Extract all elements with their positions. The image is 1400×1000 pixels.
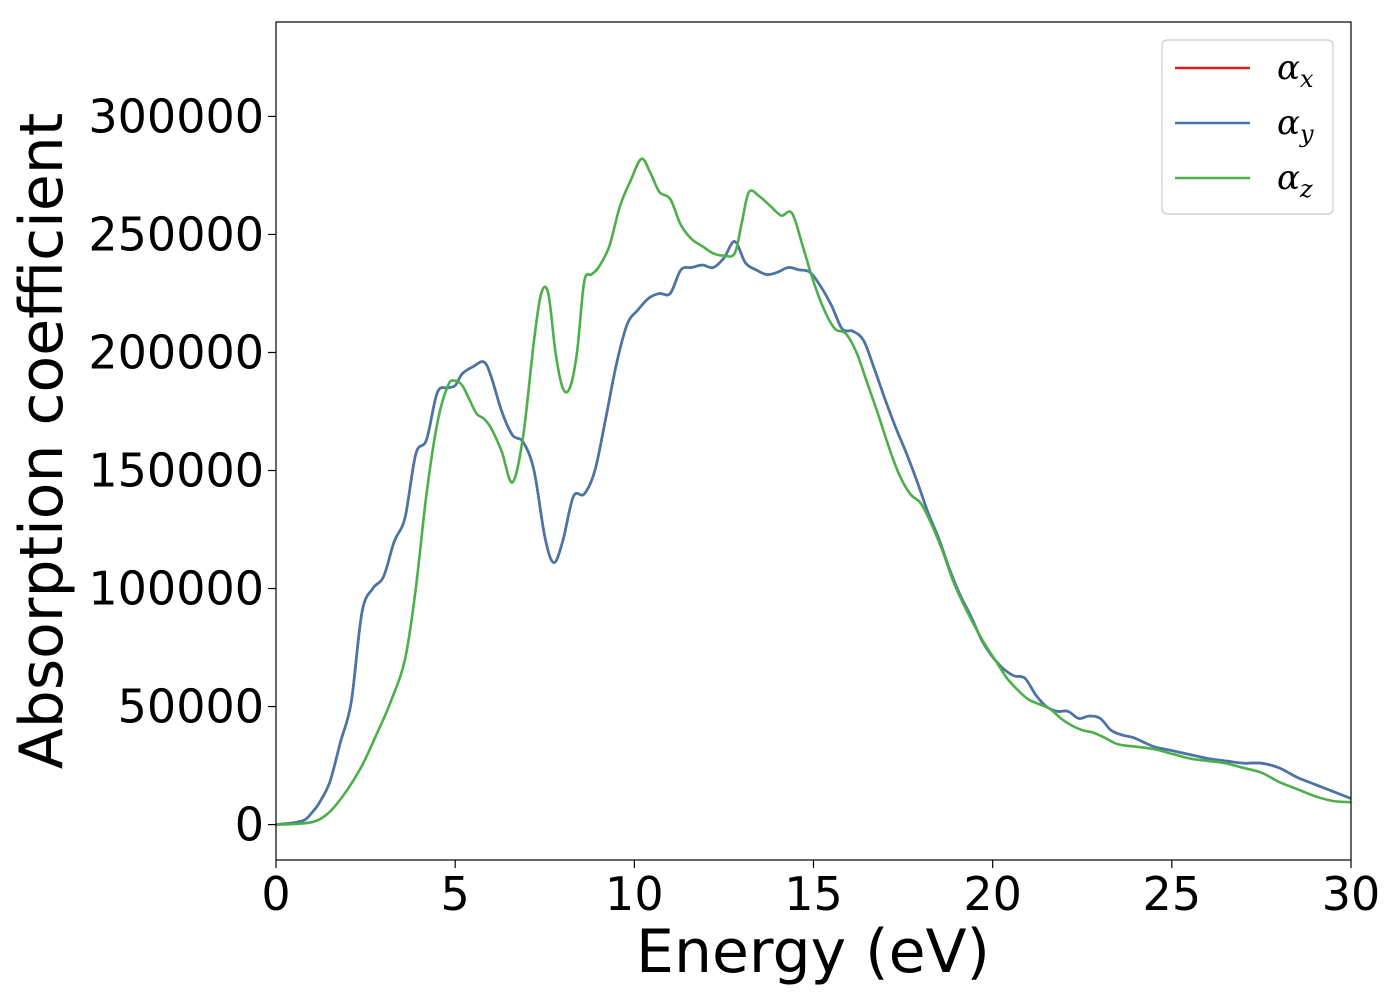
legend-label-alpha-z: αz xyxy=(1277,158,1313,203)
y-tick-label: 300000 xyxy=(88,89,264,143)
x-tick-label: 30 xyxy=(1322,867,1381,921)
y-tick-label: 150000 xyxy=(88,444,264,498)
y-tick-label: 250000 xyxy=(88,207,264,261)
x-tick-label: 20 xyxy=(963,867,1022,921)
legend: αx αy αz xyxy=(1161,39,1334,215)
y-axis: 0 50000 100000 150000 200000 250000 300000 xyxy=(88,89,276,852)
x-tick-label: 25 xyxy=(1143,867,1202,921)
legend-label-alpha-x: αx xyxy=(1277,48,1314,93)
x-tick-label: 5 xyxy=(441,867,470,921)
y-axis-label: Absorption coefficient xyxy=(7,113,77,770)
x-axis-label: Energy (eV) xyxy=(636,917,990,987)
series-group xyxy=(275,157,1352,826)
series-line-alpha-z xyxy=(275,157,1352,826)
legend-box xyxy=(1161,39,1334,215)
x-tick-label: 10 xyxy=(605,867,664,921)
legend-label-alpha-y: αy xyxy=(1277,103,1314,148)
y-tick-label: 50000 xyxy=(118,680,264,734)
y-tick-label: 200000 xyxy=(88,325,264,379)
x-tick-label: 15 xyxy=(784,867,843,921)
y-tick-label: 0 xyxy=(235,798,264,852)
x-tick-label: 0 xyxy=(261,867,290,921)
x-axis: 0 5 10 15 20 25 30 xyxy=(261,860,1380,921)
y-tick-label: 100000 xyxy=(88,562,264,616)
